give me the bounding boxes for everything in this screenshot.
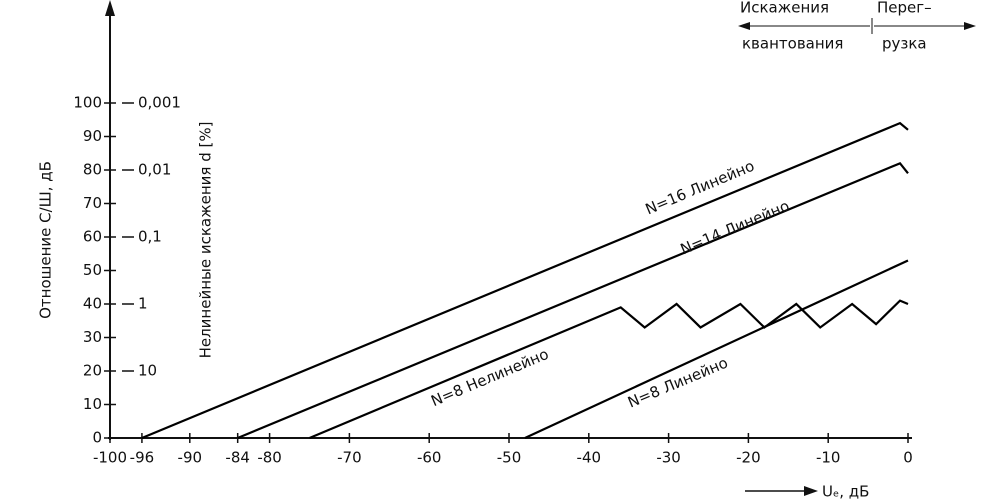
y-tick-label: 60	[83, 228, 102, 246]
series-label: N=8 Линейно	[625, 354, 731, 412]
annotation: рузка	[882, 35, 927, 53]
y-tick-label: 10	[83, 395, 102, 413]
x-tick-label: -40	[577, 449, 602, 467]
y2-axis-label: Нелинейные искажения d [%]	[197, 122, 215, 359]
y2-tick-label: 1	[138, 295, 148, 313]
x-tick-label: -20	[736, 449, 761, 467]
x-label-arrowhead	[804, 486, 818, 496]
series-line	[237, 161, 909, 440]
annotation: квантования	[742, 35, 843, 53]
annotation-arrowhead	[964, 22, 976, 30]
y-axis-arrow	[105, 0, 115, 16]
series-line	[309, 299, 909, 440]
y-tick-label: 70	[83, 194, 102, 212]
series-label: N=8 Нелинейно	[428, 345, 551, 410]
y-tick-label: 0	[92, 429, 102, 447]
x-tick-label: -50	[497, 449, 522, 467]
y2-tick-label: 10	[138, 362, 157, 380]
y-tick-label: 30	[83, 328, 102, 346]
series-line	[141, 121, 909, 440]
x-axis-label: Uₑ, дБ	[822, 483, 869, 501]
y2-tick-label: 0,1	[138, 228, 162, 246]
y-tick-label: 100	[73, 94, 102, 112]
x-tick-label: -60	[417, 449, 442, 467]
x-tick-label: -90	[178, 449, 203, 467]
x-tick-label: -30	[656, 449, 681, 467]
x-tick-label: -100	[93, 449, 127, 467]
y2-tick-label: 0,01	[138, 161, 171, 179]
y-tick-label: 80	[83, 161, 102, 179]
y2-tick-label: 0,001	[138, 94, 181, 112]
x-tick-label: -70	[337, 449, 362, 467]
x-tick-label: -96	[130, 449, 155, 467]
y-tick-label: 20	[83, 362, 102, 380]
series-line	[524, 259, 909, 439]
x-tick-label: -80	[257, 449, 282, 467]
annotation-arrowhead	[738, 22, 750, 30]
y-tick-label: 50	[83, 261, 102, 279]
y-tick-label: 90	[83, 127, 102, 145]
annotation: Перег–	[877, 0, 932, 17]
annotation: Искажения	[740, 0, 829, 17]
y-tick-label: 40	[83, 295, 102, 313]
x-tick-label: -10	[816, 449, 841, 467]
x-tick-label: -84	[225, 449, 250, 467]
x-tick-label: 0	[903, 449, 913, 467]
series-label: N=14 Линейно	[678, 197, 792, 259]
y-axis-label: Отношение С/Ш, дБ	[37, 161, 55, 319]
series-label: N=16 Линейно	[643, 157, 757, 219]
